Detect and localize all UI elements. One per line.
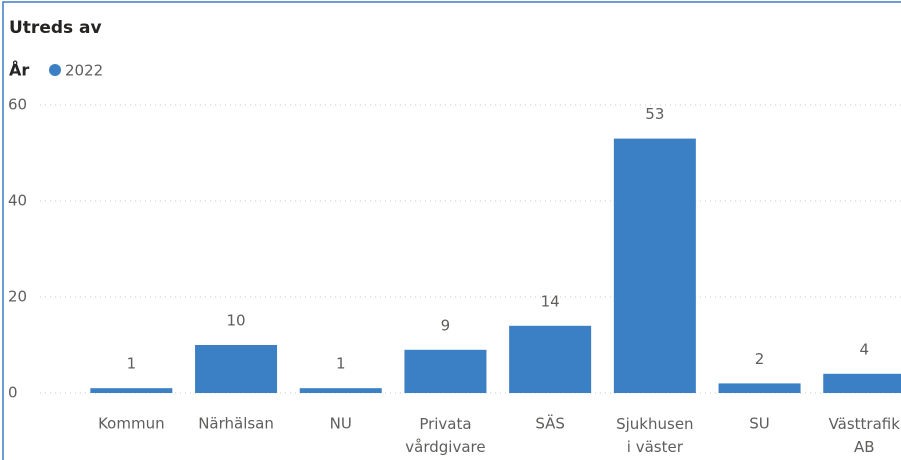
legend-title: År [9, 61, 29, 80]
x-tick-label: SU [749, 415, 770, 433]
x-tick-label: SÄS [535, 414, 565, 433]
data-label: 53 [645, 105, 664, 123]
legend-marker [49, 64, 61, 76]
x-tick-label: Kommun [98, 415, 165, 433]
x-tick-label: Västtrafik AB [829, 415, 901, 456]
bar [613, 138, 696, 393]
chart-title: Utreds av [9, 18, 102, 38]
bar [299, 388, 382, 393]
data-label: 14 [541, 292, 560, 310]
y-tick-label: 20 [8, 288, 27, 306]
bar [404, 349, 487, 393]
bar [718, 383, 801, 393]
bar [509, 325, 592, 393]
data-label: 1 [127, 355, 137, 373]
y-tick-label: 0 [8, 384, 18, 402]
data-label: 2 [755, 350, 765, 368]
x-tick-label: NU [330, 415, 352, 433]
data-label: 4 [859, 340, 869, 358]
data-label: 9 [441, 316, 451, 334]
data-label: 10 [227, 312, 246, 330]
bar [90, 388, 173, 393]
y-tick-label: 60 [8, 96, 27, 114]
x-tick-label: Sjukhusen i väster [616, 415, 693, 456]
x-tick-label: Närhälsan [198, 415, 274, 433]
bar [823, 373, 901, 393]
y-tick-label: 40 [8, 192, 27, 210]
x-tick-label: Privata vårdgivare [405, 415, 485, 456]
data-label: 1 [336, 355, 346, 373]
bar [195, 345, 278, 393]
legend-label: 2022 [65, 62, 103, 80]
